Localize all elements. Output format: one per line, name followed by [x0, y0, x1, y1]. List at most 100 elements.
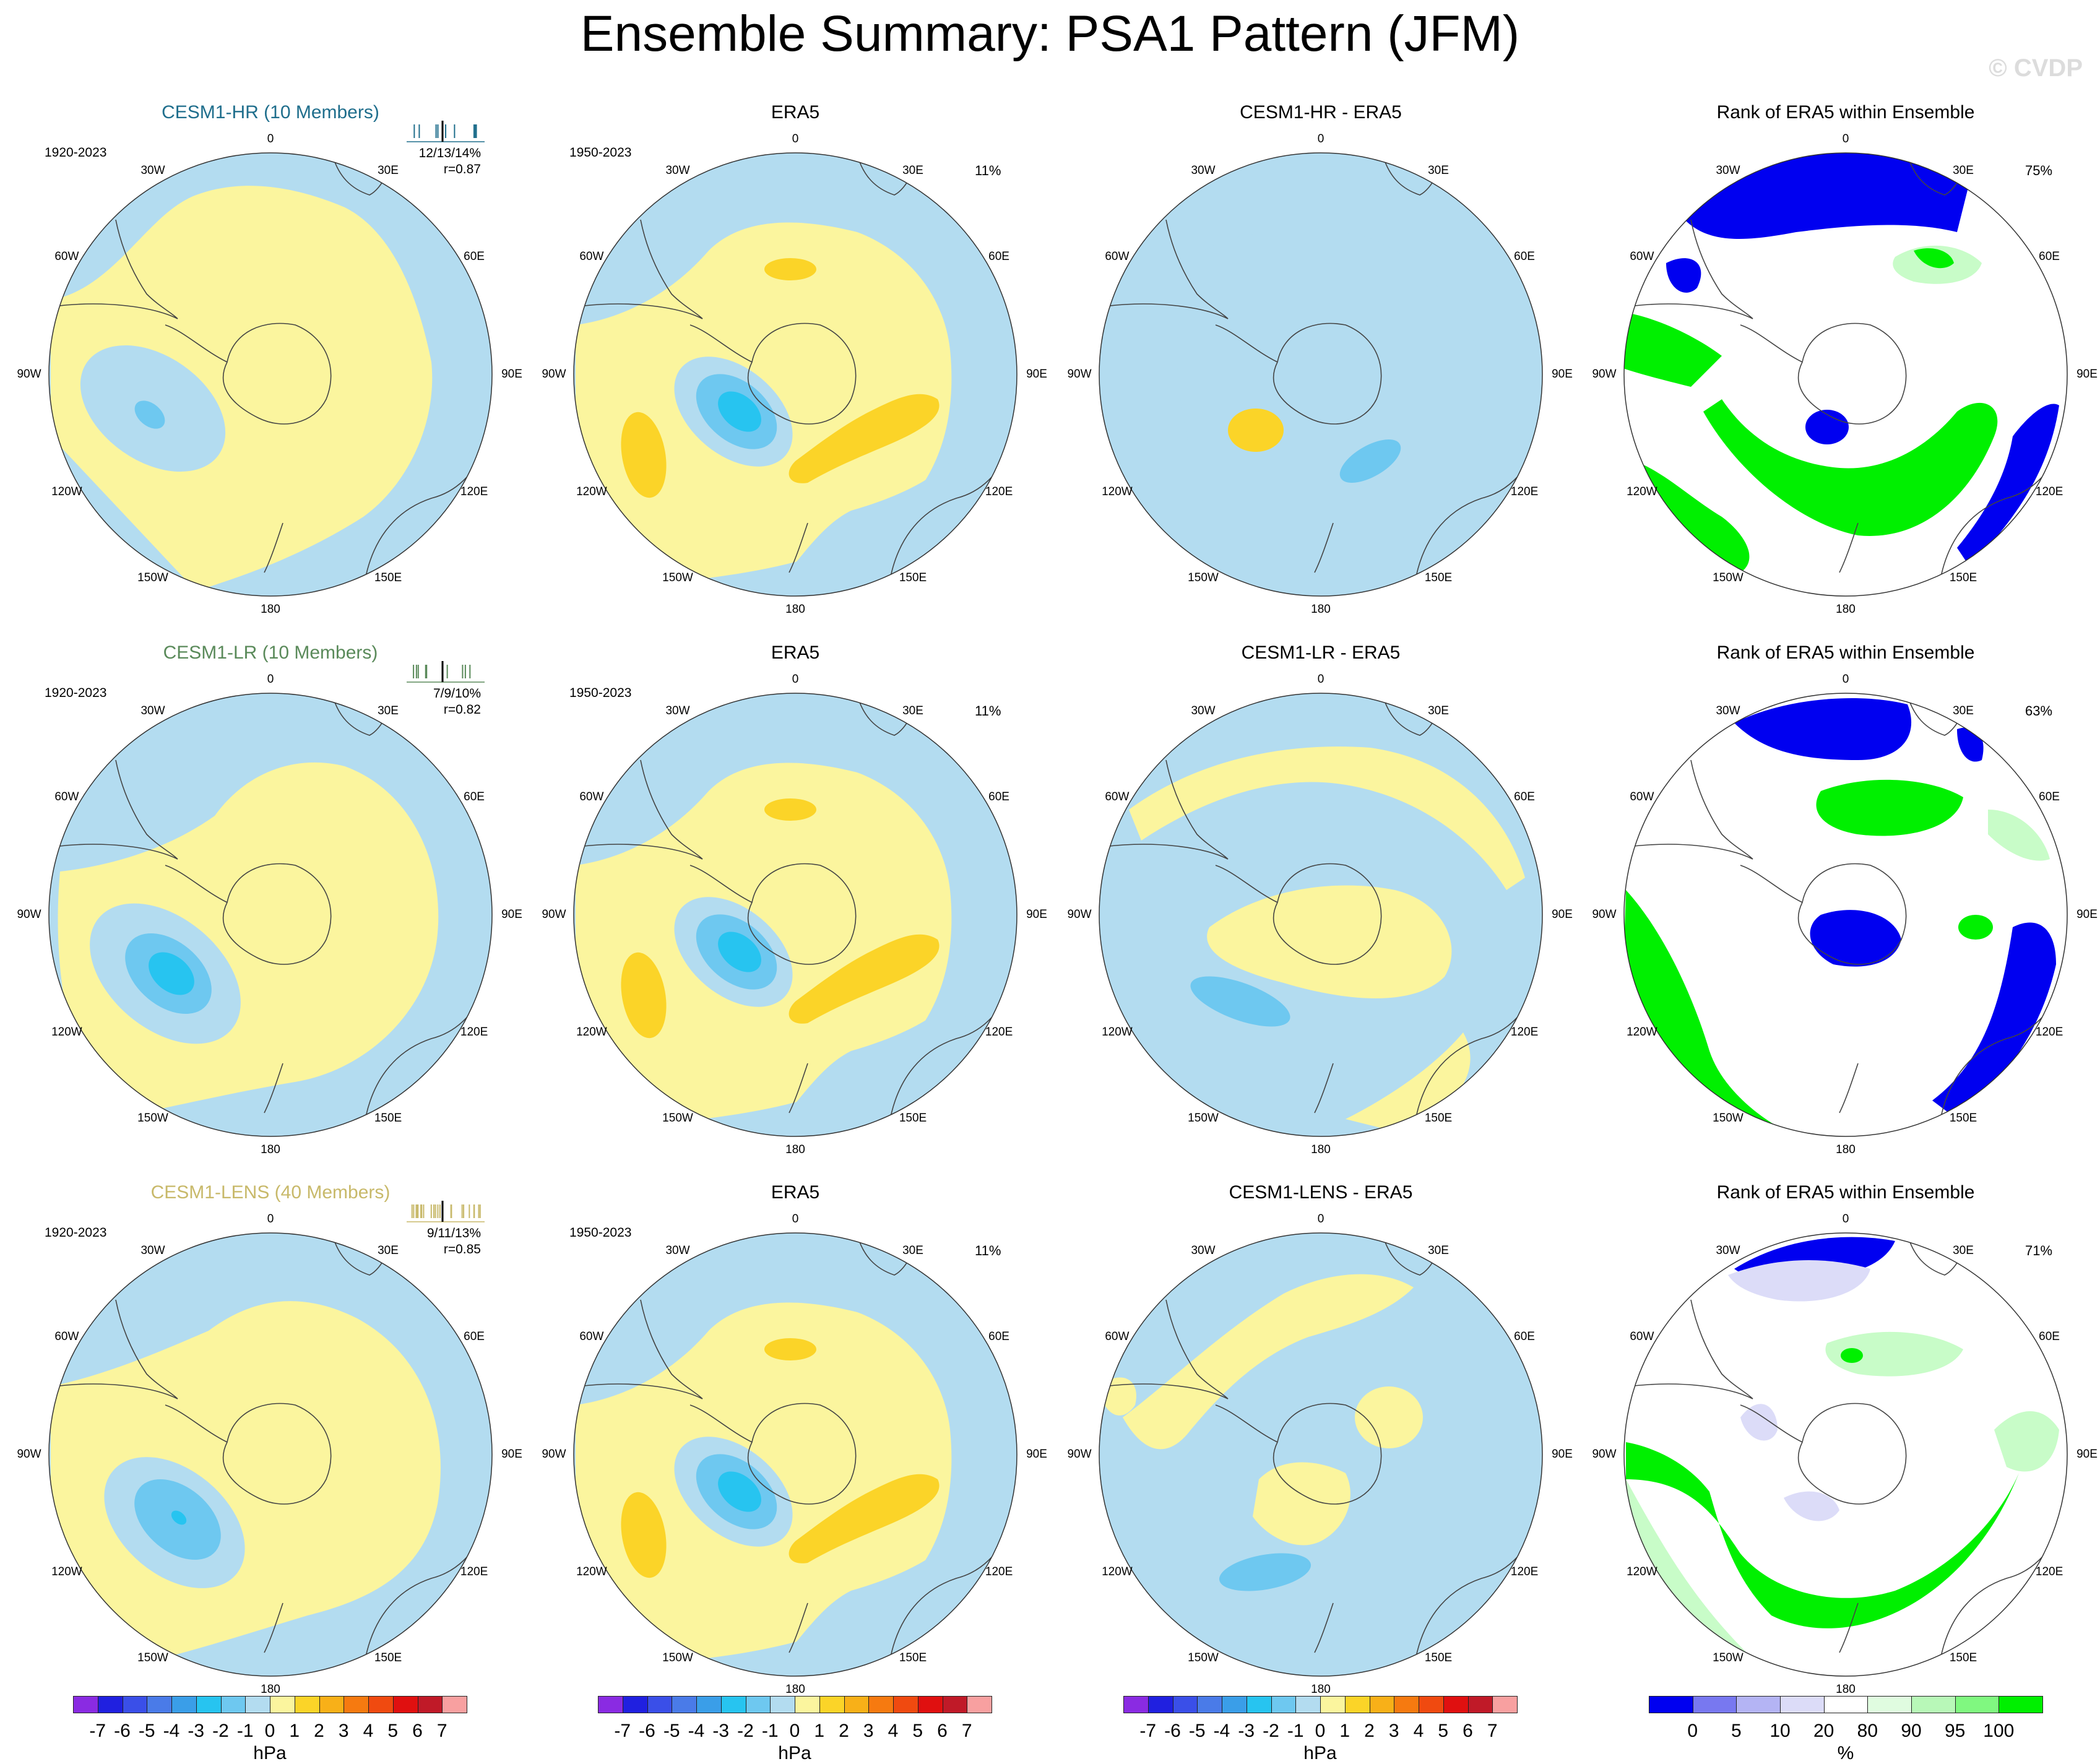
colorbar-tick-label: 5	[387, 1721, 399, 1741]
longitude-label: 90W	[542, 908, 566, 921]
longitude-label: 150W	[1188, 1112, 1219, 1125]
colorbar-tick-label: -4	[163, 1721, 180, 1741]
colorbar-swatch	[1295, 1696, 1321, 1713]
longitude-label: 120W	[576, 1565, 607, 1578]
colorbar-swatch	[1692, 1696, 1737, 1713]
longitude-label: 150W	[1188, 571, 1219, 585]
longitude-label: 60W	[54, 790, 79, 803]
longitude-label: 90E	[1552, 1448, 1573, 1461]
longitude-label: 90E	[2076, 908, 2098, 921]
longitude-label: 120W	[51, 1565, 82, 1578]
model-stat-line: r=0.82	[443, 703, 481, 717]
colorbar-tick-label: 0	[789, 1721, 800, 1741]
colorbar-swatch	[1222, 1696, 1247, 1713]
ensemble-spread-marks	[407, 661, 485, 683]
longitude-label: 60W	[1105, 1330, 1130, 1343]
longitude-label: 120W	[576, 1026, 607, 1039]
longitude-label: 30W	[1716, 1243, 1740, 1257]
model-stat-line: 9/11/13%	[426, 1226, 481, 1240]
colorbar-tick-label: -6	[639, 1721, 655, 1741]
colorbar-swatch	[672, 1696, 697, 1713]
longitude-label: 120W	[1102, 1565, 1133, 1578]
diff-map	[1099, 152, 1543, 597]
longitude-label: 0	[1317, 1213, 1324, 1226]
longitude-label: 60W	[579, 250, 604, 263]
longitude-label: 0	[267, 673, 274, 686]
longitude-label: 0	[1842, 673, 1849, 686]
colorbar-tick-label: 10	[1769, 1721, 1791, 1741]
longitude-label: 30E	[378, 1243, 399, 1257]
model-stat-line: 7/9/10%	[433, 686, 481, 701]
longitude-label: 120E	[985, 1026, 1013, 1039]
colorbar-tick-label: 80	[1857, 1721, 1878, 1741]
colorbar-swatch	[1867, 1696, 1912, 1713]
colorbar-unit: hPa	[253, 1743, 287, 1763]
longitude-label: 180	[1311, 1683, 1331, 1696]
colorbar-swatch	[220, 1696, 246, 1713]
colorbar-swatch	[270, 1696, 295, 1713]
longitude-label: 30W	[665, 163, 690, 177]
longitude-label: 150W	[137, 571, 168, 585]
longitude-label: 0	[1317, 132, 1324, 145]
longitude-label: 30E	[378, 704, 399, 717]
rank-panel-title: Rank of ERA5 within Ensemble	[1716, 642, 1975, 663]
longitude-label: 30W	[1191, 704, 1216, 717]
longitude-label: 30E	[1428, 704, 1449, 717]
colorbar-swatch	[97, 1696, 123, 1713]
colorbar-swatch	[696, 1696, 722, 1713]
colorbar-tick-label: 20	[1813, 1721, 1834, 1741]
longitude-label: 150W	[662, 1112, 693, 1125]
longitude-label: 120E	[1510, 485, 1539, 498]
longitude-label: 90W	[542, 368, 566, 381]
colorbar-tick-label: -2	[1263, 1721, 1279, 1741]
colorbar-tick-label: 95	[1944, 1721, 1966, 1741]
longitude-label: 150E	[1949, 571, 1977, 585]
longitude-label: 0	[1842, 1213, 1849, 1226]
colorbar-swatch	[1172, 1696, 1198, 1713]
longitude-label: 60E	[1514, 790, 1535, 803]
colorbar-swatch	[344, 1696, 369, 1713]
diff-panel-title: CESM1-LENS - ERA5	[1229, 1182, 1413, 1203]
period-label: 1950-2023	[569, 686, 632, 700]
colorbar-tick-label: -4	[1213, 1721, 1230, 1741]
colorbar-tick-label: 2	[1364, 1721, 1375, 1741]
rank-panel-title: Rank of ERA5 within Ensemble	[1716, 102, 1975, 123]
longitude-label: 90E	[1552, 368, 1573, 381]
model-stat-line: 12/13/14%	[418, 146, 481, 160]
colorbar-tick-label: 0	[1315, 1721, 1326, 1741]
colorbar-swatch	[819, 1696, 845, 1713]
model-stat-line: r=0.87	[443, 162, 481, 176]
longitude-label: 180	[1836, 1683, 1856, 1696]
longitude-label: 60W	[1630, 1330, 1654, 1343]
longitude-label: 120W	[1627, 1026, 1657, 1039]
colorbar-swatch	[1823, 1696, 1869, 1713]
colorbar-swatch	[967, 1696, 992, 1713]
model-stats: 12/13/14% r=0.87	[382, 145, 481, 178]
longitude-label: 60W	[1630, 790, 1654, 803]
colorbar-tick-label: -4	[688, 1721, 705, 1741]
longitude-label: 60E	[464, 1330, 485, 1343]
colorbar-swatch	[598, 1696, 623, 1713]
longitude-label: 120E	[2035, 1565, 2063, 1578]
longitude-label: 0	[1842, 132, 1849, 145]
colorbar-swatch	[1320, 1696, 1346, 1713]
period-label: 1920-2023	[45, 145, 107, 160]
colorbar-swatch	[1649, 1696, 1693, 1713]
longitude-label: 30E	[1428, 1243, 1449, 1257]
longitude-label: 150E	[374, 1651, 402, 1665]
longitude-label: 120W	[1627, 485, 1657, 498]
colorbar-swatch	[245, 1696, 270, 1713]
colorbar-swatch	[417, 1696, 443, 1713]
colorbar-tick-label: -6	[1164, 1721, 1181, 1741]
longitude-label: 180	[261, 1683, 280, 1696]
colorbar-tick-label: -5	[1188, 1721, 1206, 1741]
era-map	[573, 693, 1018, 1137]
longitude-label: 150E	[1424, 571, 1453, 585]
longitude-label: 0	[267, 132, 274, 145]
colorbar-swatch	[770, 1696, 795, 1713]
diff-panel-title: CESM1-LR - ERA5	[1241, 642, 1401, 663]
model-panel-title: CESM1-LR (10 Members)	[163, 642, 378, 663]
longitude-label: 90E	[1552, 908, 1573, 921]
longitude-label: 90E	[1026, 1448, 1047, 1461]
longitude-label: 60W	[1105, 250, 1130, 263]
